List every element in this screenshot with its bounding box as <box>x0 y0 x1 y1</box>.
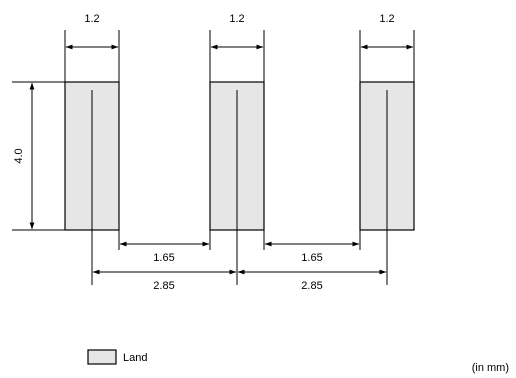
gap-label-2: 1.65 <box>301 252 322 264</box>
height-label: 4.0 <box>13 148 25 163</box>
height-extension-lines <box>12 81 65 231</box>
width-label-2: 1.2 <box>229 13 244 25</box>
pitch-label-2: 2.85 <box>301 280 322 292</box>
legend-land-swatch <box>87 349 117 365</box>
legend-land-label: Land <box>123 352 147 364</box>
top-extension-lines <box>64 30 415 82</box>
units-note: (in mm) <box>472 362 509 374</box>
pitch-label-1: 2.85 <box>153 280 174 292</box>
gap-extension-lines <box>118 230 361 250</box>
width-label-3: 1.2 <box>379 13 394 25</box>
gap-label-1: 1.65 <box>153 252 174 264</box>
width-label-1: 1.2 <box>84 13 99 25</box>
